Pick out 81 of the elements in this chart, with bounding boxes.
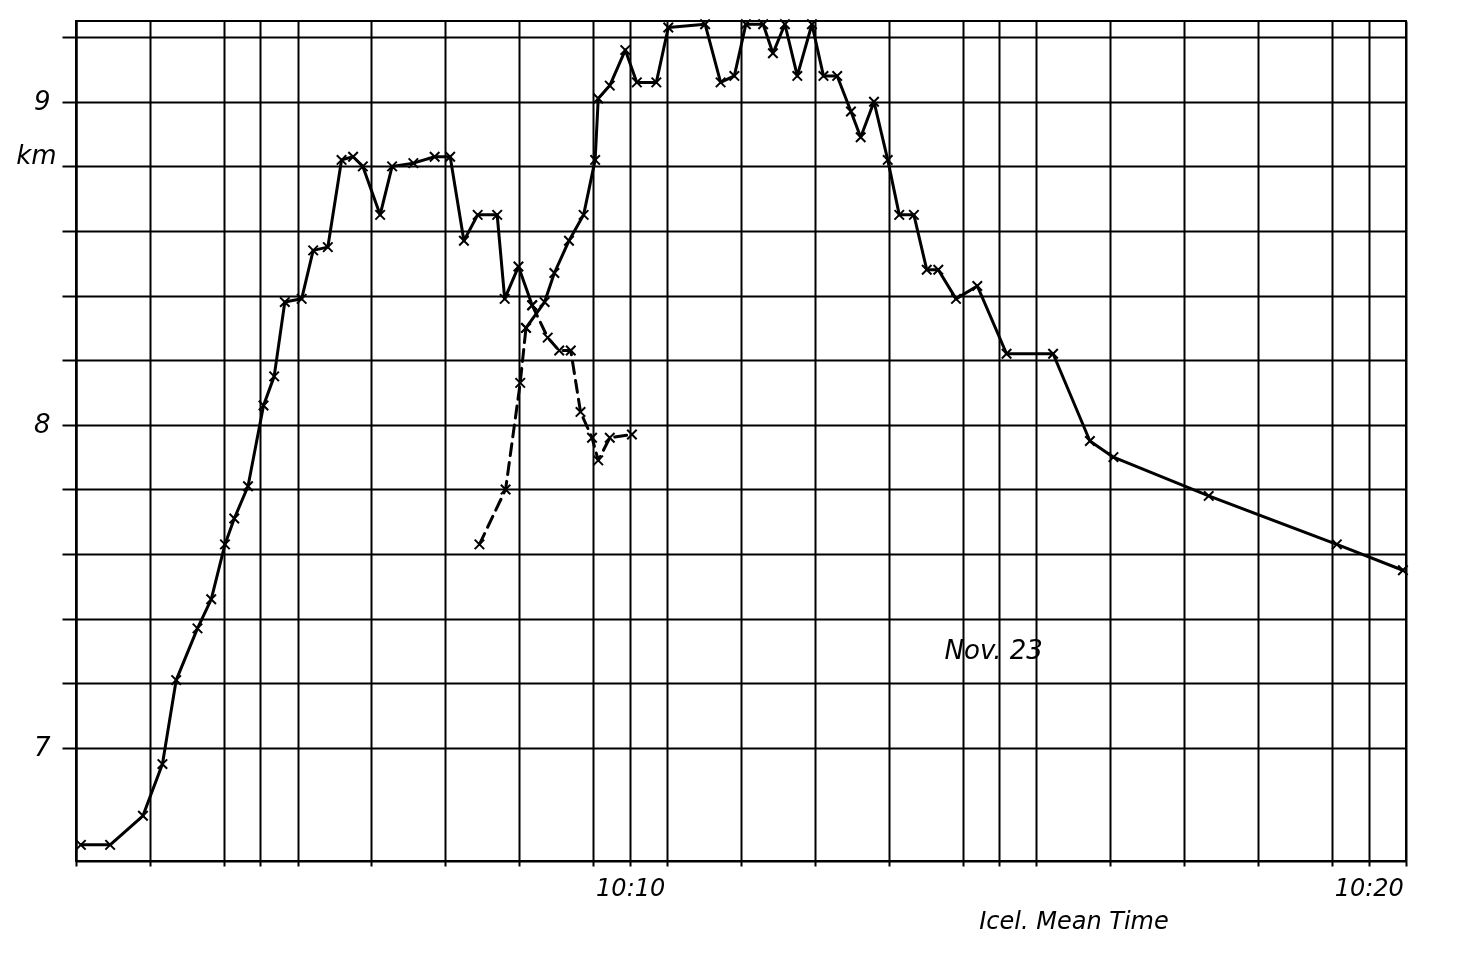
point: [374, 209, 386, 221]
point: [1397, 564, 1409, 576]
point: [268, 370, 280, 383]
point: [498, 293, 511, 305]
point: [471, 209, 484, 221]
point: [650, 76, 663, 89]
point: [444, 150, 456, 163]
point: [191, 622, 204, 635]
point: [137, 810, 149, 822]
point: [1084, 435, 1096, 447]
point: [428, 150, 441, 163]
point: [156, 758, 169, 770]
point: [1202, 490, 1215, 502]
point: [548, 267, 561, 279]
point: [386, 160, 398, 173]
point: [574, 406, 587, 418]
point: [1000, 348, 1013, 360]
point: [767, 47, 779, 60]
point: [626, 428, 638, 441]
point: [205, 593, 217, 606]
point: [473, 538, 486, 551]
point: [586, 432, 598, 444]
point: [407, 157, 420, 169]
y-tick-label: 9: [33, 86, 51, 117]
point: [1107, 451, 1120, 463]
point: [950, 293, 962, 305]
point: [779, 18, 791, 30]
point: [1047, 348, 1059, 360]
point: [279, 296, 291, 308]
point: [491, 209, 503, 221]
point: [347, 150, 359, 163]
point: [512, 260, 525, 273]
point: [514, 377, 526, 389]
point: [893, 209, 906, 221]
point: [563, 234, 575, 247]
point: [104, 839, 116, 851]
point: [538, 296, 551, 308]
point: [728, 70, 741, 82]
point: [577, 209, 590, 221]
point: [932, 264, 945, 276]
point: [219, 538, 231, 551]
point: [806, 18, 818, 30]
x-axis-title: Icel. Mean Time: [979, 906, 1169, 935]
point: [699, 18, 711, 30]
point: [553, 344, 565, 357]
y-axis-title: km: [16, 139, 57, 170]
point: [1331, 538, 1343, 551]
point: [854, 131, 867, 144]
point: [971, 280, 984, 292]
point: [322, 241, 334, 253]
point: [604, 79, 616, 92]
point: [228, 512, 241, 525]
x-tick-label: 10:10: [596, 873, 666, 902]
point: [714, 76, 727, 89]
point: [868, 96, 880, 108]
x-tick-label: 10:20: [1334, 873, 1404, 902]
point: [589, 154, 601, 166]
y-tick-label: 7: [33, 732, 51, 763]
point: [831, 70, 843, 82]
point: [604, 432, 616, 444]
point: [845, 105, 857, 118]
point: [357, 160, 369, 173]
point: [295, 293, 308, 305]
point: [565, 344, 577, 357]
point: [757, 18, 769, 30]
point: [908, 209, 920, 221]
y-tick-label: 8: [33, 409, 51, 440]
point: [458, 234, 470, 247]
point: [257, 399, 270, 412]
point: [170, 674, 182, 686]
point: [817, 70, 830, 82]
point: [335, 154, 348, 166]
point: [882, 154, 894, 166]
point: [631, 76, 643, 89]
point: [541, 331, 554, 344]
point: [662, 21, 675, 34]
point: [242, 480, 254, 492]
point: [307, 244, 319, 257]
point: [499, 483, 512, 496]
point: [921, 264, 933, 276]
point: [791, 70, 804, 82]
